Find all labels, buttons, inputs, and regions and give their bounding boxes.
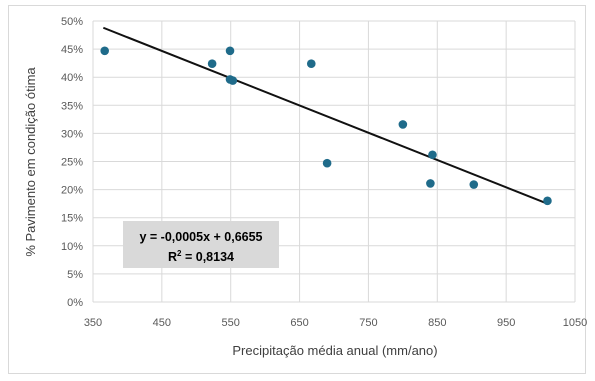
y-tick-labels: 0% 5% 10% 15% 20% 25% 30% 35% 40% 45% 50% xyxy=(61,16,83,309)
data-point xyxy=(225,46,235,56)
equation-text: y = -0,0005x + 0,6655 xyxy=(139,230,262,244)
x-tick-label: 750 xyxy=(359,317,377,329)
y-tick-label: 25% xyxy=(61,157,83,169)
y-tick-label: 40% xyxy=(61,72,83,84)
x-axis-title: Precipitação média anual (mm/ano) xyxy=(232,343,437,358)
r-squared-symbol: R xyxy=(168,250,177,264)
x-tick-label: 1050 xyxy=(563,317,587,329)
y-tick-label: 35% xyxy=(61,100,83,112)
equation-box-background xyxy=(123,221,279,268)
y-tick-label: 5% xyxy=(67,269,83,281)
r-squared-superscript: 2 xyxy=(177,249,182,258)
data-point xyxy=(428,150,437,160)
equation-box: y = -0,0005x + 0,6655 R2 = 0,8134 xyxy=(123,221,279,268)
r-squared-text: R2 = 0,8134 xyxy=(168,249,234,264)
data-point xyxy=(426,179,435,188)
x-tick-labels: 350 450 550 650 750 850 950 1050 xyxy=(84,317,587,329)
y-tick-label: 10% xyxy=(61,241,83,253)
y-axis-title: % Pavimento em condição ótima xyxy=(23,67,38,257)
grid-lines xyxy=(92,20,576,303)
x-tick-label: 650 xyxy=(290,317,308,329)
y-tick-label: 20% xyxy=(61,185,83,197)
x-tick-label: 550 xyxy=(222,317,240,329)
x-tick-label: 350 xyxy=(84,317,102,329)
y-tick-label: 45% xyxy=(61,44,83,56)
data-point xyxy=(322,158,332,168)
data-point xyxy=(469,180,479,189)
data-point xyxy=(306,59,316,69)
x-tick-label: 850 xyxy=(428,317,446,329)
x-tick-label: 950 xyxy=(497,317,515,329)
trendline xyxy=(102,26,548,205)
x-tick-label: 450 xyxy=(153,317,171,329)
y-tick-label: 50% xyxy=(61,16,83,28)
data-point xyxy=(100,46,110,56)
data-points xyxy=(100,46,552,206)
r-squared-value: = 0,8134 xyxy=(182,250,235,264)
trendline-group xyxy=(102,26,548,205)
y-tick-label: 15% xyxy=(61,213,83,225)
data-point xyxy=(228,76,238,85)
data-point xyxy=(543,196,552,206)
y-tick-label: 0% xyxy=(67,297,83,309)
data-point xyxy=(207,59,217,69)
data-point xyxy=(398,120,408,129)
y-tick-label: 30% xyxy=(61,128,83,140)
